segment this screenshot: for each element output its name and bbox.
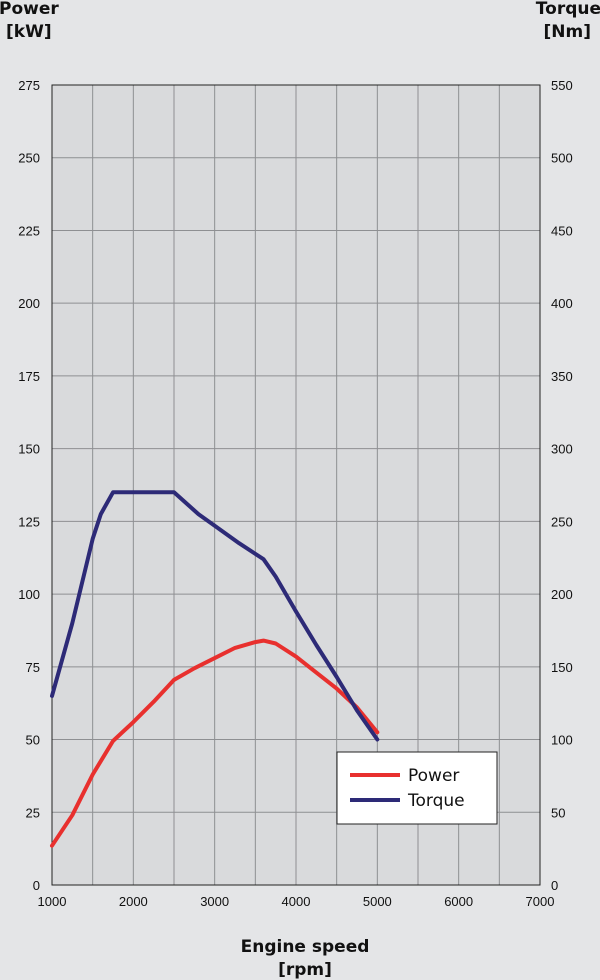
x-tick-label: 4000 — [282, 894, 311, 909]
right-axis-unit: [Nm] — [544, 22, 591, 42]
x-tick-label: 1000 — [38, 894, 67, 909]
left-tick-label: 200 — [18, 296, 40, 311]
legend-label-power: Power — [408, 766, 459, 786]
x-axis-ticks: 1000 2000 3000 4000 5000 6000 7000 — [38, 894, 555, 909]
left-tick-label: 250 — [18, 151, 40, 166]
x-axis-unit: [rpm] — [278, 960, 332, 980]
x-tick-label: 3000 — [200, 894, 229, 909]
left-tick-label: 100 — [18, 587, 40, 602]
right-axis-ticks: 0 50 100 150 200 250 300 350 400 450 500 550 — [551, 78, 573, 893]
right-tick-label: 100 — [551, 733, 573, 748]
right-axis-title: Torque — [536, 0, 600, 19]
left-tick-label: 275 — [18, 78, 40, 93]
left-tick-label: 150 — [18, 442, 40, 457]
left-tick-label: 50 — [26, 733, 40, 748]
right-tick-label: 350 — [551, 369, 573, 384]
right-tick-label: 250 — [551, 514, 573, 529]
legend: Power Torque — [336, 751, 498, 825]
right-tick-label: 550 — [551, 78, 573, 93]
left-tick-label: 125 — [18, 514, 40, 529]
left-axis-unit: [kW] — [6, 22, 52, 42]
left-axis-title: Power — [0, 0, 59, 19]
right-tick-label: 400 — [551, 296, 573, 311]
right-tick-label: 50 — [551, 805, 565, 820]
plot-frame — [51, 84, 541, 886]
left-tick-label: 75 — [26, 660, 40, 675]
legend-box — [336, 751, 498, 825]
x-tick-label: 2000 — [119, 894, 148, 909]
right-tick-label: 150 — [551, 660, 573, 675]
left-tick-label: 225 — [18, 223, 40, 238]
right-tick-label: 500 — [551, 151, 573, 166]
legend-label-torque: Torque — [407, 791, 465, 811]
left-axis-ticks: 0 25 50 75 100 125 150 175 200 225 250 275 — [18, 78, 40, 893]
right-tick-label: 0 — [551, 878, 558, 893]
x-axis-title: Engine speed — [241, 937, 370, 957]
series-lines — [50, 490, 380, 848]
series-line-torque — [50, 490, 380, 742]
right-tick-label: 200 — [551, 587, 573, 602]
right-tick-label: 300 — [551, 442, 573, 457]
left-tick-label: 0 — [33, 878, 40, 893]
series-line-power — [50, 638, 380, 848]
x-tick-label: 7000 — [526, 894, 555, 909]
x-tick-label: 6000 — [444, 894, 473, 909]
left-tick-label: 175 — [18, 369, 40, 384]
left-tick-label: 25 — [26, 805, 40, 820]
right-tick-label: 450 — [551, 223, 573, 238]
x-tick-label: 5000 — [363, 894, 392, 909]
